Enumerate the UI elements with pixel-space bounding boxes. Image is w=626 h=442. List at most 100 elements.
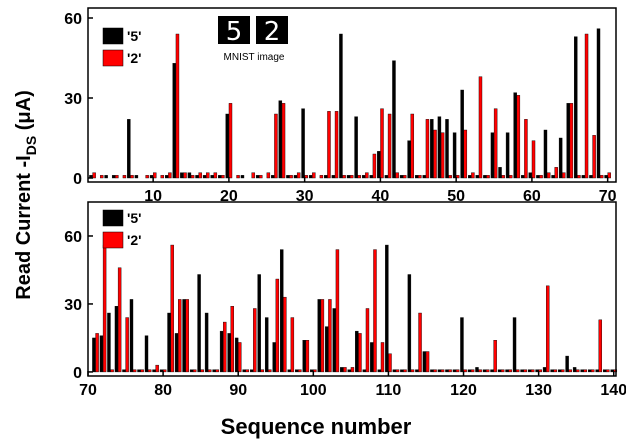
- bar: [137, 369, 141, 373]
- bar: [332, 308, 336, 373]
- bar: [388, 353, 392, 373]
- bar: [208, 369, 212, 373]
- bar: [557, 369, 562, 373]
- bar: [482, 369, 487, 373]
- x-tick-label: 90: [229, 382, 247, 399]
- bar: [377, 151, 381, 179]
- bar: [264, 317, 269, 373]
- bar: [95, 333, 99, 373]
- bar: [331, 175, 336, 179]
- bar: [275, 278, 280, 373]
- bar: [164, 175, 169, 179]
- bar: [380, 108, 384, 179]
- bar: [99, 175, 104, 179]
- bar: [335, 249, 340, 373]
- bar: [278, 100, 283, 179]
- bar: [189, 369, 194, 373]
- bar: [114, 306, 119, 373]
- bar: [430, 369, 434, 373]
- bar: [531, 369, 535, 373]
- bar: [400, 369, 404, 373]
- bar: [107, 312, 111, 373]
- bar: [253, 308, 257, 373]
- bar: [523, 369, 527, 373]
- bar: [160, 175, 165, 179]
- bar: [213, 172, 218, 179]
- bar: [580, 369, 584, 373]
- bar: [122, 369, 126, 373]
- bar: [230, 306, 234, 373]
- bar: [440, 132, 445, 179]
- bar: [140, 369, 144, 373]
- bar: [418, 312, 422, 373]
- y-axis-label: Read Current -IDS (μA): [13, 90, 39, 299]
- bar: [410, 113, 415, 179]
- bar: [328, 299, 332, 373]
- y-label-end: (μA): [13, 90, 35, 136]
- bar: [550, 369, 554, 373]
- bar: [455, 369, 460, 373]
- bar: [425, 351, 430, 373]
- bar: [168, 172, 172, 179]
- bar: [539, 175, 543, 179]
- bar: [346, 175, 351, 179]
- bar: [568, 369, 572, 373]
- bar: [430, 119, 434, 179]
- bar: [268, 369, 272, 373]
- bar: [183, 172, 187, 179]
- bar: [595, 369, 599, 373]
- x-tick-label: 70: [79, 382, 97, 399]
- bar: [509, 175, 513, 179]
- bar: [302, 340, 306, 373]
- bar: [240, 175, 245, 179]
- bar: [354, 116, 358, 179]
- bar: [312, 172, 316, 179]
- bar: [584, 33, 589, 179]
- bar: [569, 103, 574, 179]
- bar: [433, 129, 437, 179]
- bar: [546, 285, 550, 373]
- bar: [478, 76, 483, 179]
- bar: [387, 113, 392, 179]
- x-axis-label: Sequence number: [221, 414, 412, 439]
- bar: [445, 119, 449, 179]
- bar: [448, 369, 452, 373]
- bar: [572, 367, 577, 373]
- legend-label: '2': [127, 232, 141, 248]
- bar: [497, 369, 502, 373]
- bar: [301, 108, 305, 179]
- bar: [531, 140, 536, 179]
- x-tick-label: 10: [144, 188, 162, 205]
- bar: [542, 367, 547, 373]
- bar: [500, 369, 505, 373]
- bar: [206, 172, 210, 179]
- bar: [493, 108, 498, 179]
- bar: [145, 175, 149, 179]
- bar: [377, 369, 382, 373]
- bar: [195, 175, 199, 179]
- bar: [339, 33, 343, 179]
- bar: [266, 172, 271, 179]
- bar: [513, 92, 517, 179]
- bar: [104, 175, 108, 179]
- bar: [422, 351, 427, 373]
- bar: [99, 335, 104, 373]
- bar: [251, 172, 255, 179]
- bar: [365, 308, 370, 373]
- bar: [437, 369, 442, 373]
- legend-swatch: [102, 49, 124, 67]
- bar: [272, 342, 276, 373]
- bar: [592, 135, 596, 179]
- bar: [576, 369, 580, 373]
- bar: [274, 113, 278, 179]
- bar: [485, 369, 490, 373]
- bar: [167, 312, 171, 373]
- bar: [289, 175, 293, 179]
- bar: [380, 342, 385, 373]
- bar: [204, 312, 209, 373]
- bar: [350, 367, 355, 373]
- bar: [180, 172, 184, 179]
- bar: [515, 369, 520, 373]
- plot-frame: [87, 7, 617, 183]
- bar: [185, 299, 189, 373]
